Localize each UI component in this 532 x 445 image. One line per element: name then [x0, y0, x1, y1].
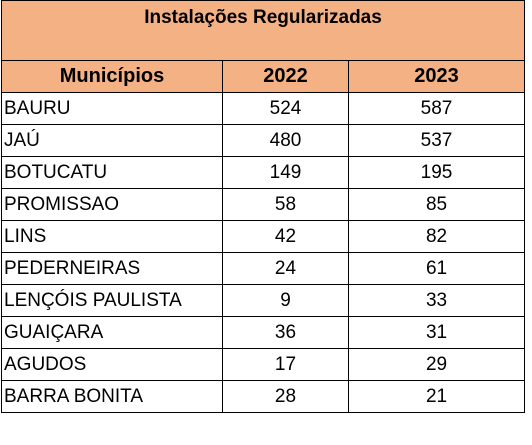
cell-2022[interactable]: 36 — [222, 316, 349, 349]
table-row: LINS 42 82 — [1, 220, 526, 253]
cell-2022[interactable]: 24 — [222, 252, 349, 285]
table-row: LENÇÓIS PAULISTA 9 33 — [1, 284, 526, 317]
cell-2022[interactable]: 58 — [222, 188, 349, 221]
cell-2023[interactable]: 31 — [347, 316, 526, 349]
cell-2022[interactable]: 28 — [222, 380, 349, 413]
cell-municipio[interactable]: PROMISSAO — [1, 188, 223, 221]
table-row: BOTUCATU 149 195 — [1, 156, 526, 189]
table-title: Instalações Regularizadas — [144, 7, 382, 28]
cell-2023[interactable]: 537 — [347, 124, 526, 157]
cell-2023[interactable]: 587 — [347, 92, 526, 125]
table-row: BAURU 524 587 — [1, 92, 526, 125]
cell-2022[interactable]: 17 — [222, 348, 349, 381]
table-row: AGUDOS 17 29 — [1, 348, 526, 381]
cell-2022[interactable]: 149 — [222, 156, 349, 189]
cell-municipio[interactable]: JAÚ — [1, 124, 223, 157]
cell-2023[interactable]: 21 — [347, 380, 526, 413]
header-2023[interactable]: 2023 — [347, 60, 526, 93]
cell-2022[interactable]: 9 — [222, 284, 349, 317]
cell-2023[interactable]: 85 — [347, 188, 526, 221]
cell-municipio[interactable]: BARRA BONITA — [1, 380, 223, 413]
cell-municipio[interactable]: BOTUCATU — [1, 156, 223, 189]
cell-municipio[interactable]: BAURU — [1, 92, 223, 125]
cell-2023[interactable]: 82 — [347, 220, 526, 253]
cell-2023[interactable]: 61 — [347, 252, 526, 285]
cell-2023[interactable]: 33 — [347, 284, 526, 317]
cell-municipio[interactable]: LINS — [1, 220, 223, 253]
spreadsheet-area: Instalações Regularizadas Municípios 202… — [0, 0, 526, 413]
cell-2023[interactable]: 29 — [347, 348, 526, 381]
header-municipios[interactable]: Municípios — [1, 60, 223, 93]
table-row: BARRA BONITA 28 21 — [1, 380, 526, 413]
cell-municipio[interactable]: LENÇÓIS PAULISTA — [1, 284, 223, 317]
cell-2022[interactable]: 524 — [222, 92, 349, 125]
cell-2023[interactable]: 195 — [347, 156, 526, 189]
table-row: JAÚ 480 537 — [1, 124, 526, 157]
header-2022[interactable]: 2022 — [222, 60, 349, 93]
table-title-cell[interactable]: Instalações Regularizadas — [0, 0, 526, 61]
table-row: PROMISSAO 58 85 — [1, 188, 526, 221]
installations-table: Instalações Regularizadas Municípios 202… — [0, 0, 526, 413]
cell-municipio[interactable]: AGUDOS — [1, 348, 223, 381]
cell-2022[interactable]: 42 — [222, 220, 349, 253]
table-row: GUAIÇARA 36 31 — [1, 316, 526, 349]
cell-municipio[interactable]: PEDERNEIRAS — [1, 252, 223, 285]
cell-municipio[interactable]: GUAIÇARA — [1, 316, 223, 349]
cell-2022[interactable]: 480 — [222, 124, 349, 157]
table-row: PEDERNEIRAS 24 61 — [1, 252, 526, 285]
